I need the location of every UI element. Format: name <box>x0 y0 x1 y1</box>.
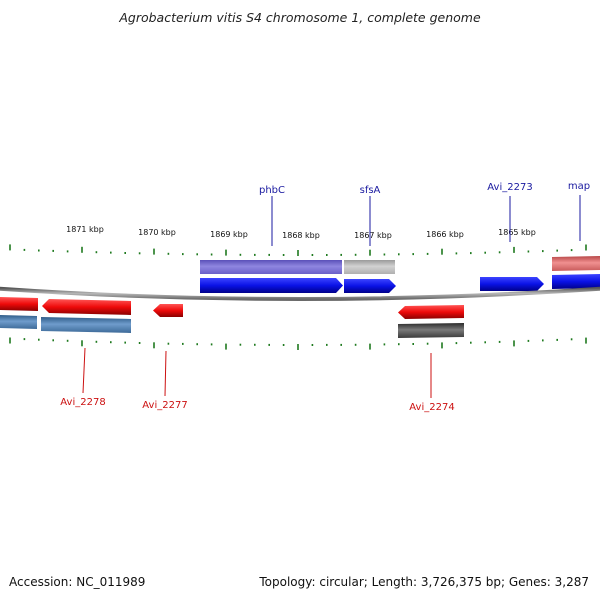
accession-text: Accession: NC_011989 <box>9 575 146 589</box>
scale-ticks-top <box>9 244 587 256</box>
cds-feature-avi-2273[interactable] <box>480 277 544 291</box>
cds-feature-avi-2274[interactable] <box>398 305 464 319</box>
top-gene-labels: phbC sfsA Avi_2273 map <box>259 181 590 196</box>
bottom-label-leaders <box>82 347 432 398</box>
scale-labels: 1871 kbp 1870 kbp 1869 kbp 1868 kbp 1867… <box>66 225 536 240</box>
gene-label-phbC[interactable]: phbC <box>259 185 285 196</box>
gene-label-avi-2274[interactable]: Avi_2274 <box>409 402 454 413</box>
genome-backbone <box>0 286 600 301</box>
gene-feature-avi-2278[interactable] <box>41 317 131 333</box>
scale-label-1870: 1870 kbp <box>138 228 176 237</box>
forward-strand-features <box>200 256 600 293</box>
cds-feature-avi-2277[interactable] <box>153 304 183 317</box>
cds-feature-map[interactable] <box>552 274 600 289</box>
scale-ticks-bottom <box>9 337 587 350</box>
scale-label-1865: 1865 kbp <box>498 228 536 237</box>
genome-summary-text: Topology: circular; Length: 3,726,375 bp… <box>259 575 589 589</box>
scale-label-1866: 1866 kbp <box>426 230 464 239</box>
gene-label-avi-2277[interactable]: Avi_2277 <box>142 400 187 411</box>
gene-label-sfsA[interactable]: sfsA <box>360 185 381 196</box>
cds-feature-avi-2279[interactable] <box>0 297 38 311</box>
gene-feature-map[interactable] <box>552 256 600 271</box>
gene-label-avi-2273[interactable]: Avi_2273 <box>487 182 532 193</box>
bottom-gene-labels: Avi_2278 Avi_2277 Avi_2274 <box>60 397 454 413</box>
gene-label-avi-2278[interactable]: Avi_2278 <box>60 397 105 408</box>
reverse-strand-features <box>0 297 464 338</box>
scale-label-1867: 1867 kbp <box>354 231 392 240</box>
gene-label-map[interactable]: map <box>568 181 590 192</box>
cds-feature-avi-2278[interactable] <box>42 299 131 315</box>
gene-feature-avi-2279[interactable] <box>0 315 37 329</box>
cds-feature-phbC[interactable] <box>200 278 343 293</box>
cds-feature-sfsA[interactable] <box>344 279 396 293</box>
scale-label-1868: 1868 kbp <box>282 231 320 240</box>
map-title: Agrobacterium vitis S4 chromosome 1, com… <box>119 10 481 25</box>
scale-label-1869: 1869 kbp <box>210 230 248 239</box>
top-label-leaders <box>271 195 581 246</box>
gene-feature-sfsA[interactable] <box>344 260 395 274</box>
scale-label-1871: 1871 kbp <box>66 225 104 234</box>
gene-feature-phbC[interactable] <box>200 260 342 274</box>
gene-feature-avi-2274[interactable] <box>398 323 464 338</box>
